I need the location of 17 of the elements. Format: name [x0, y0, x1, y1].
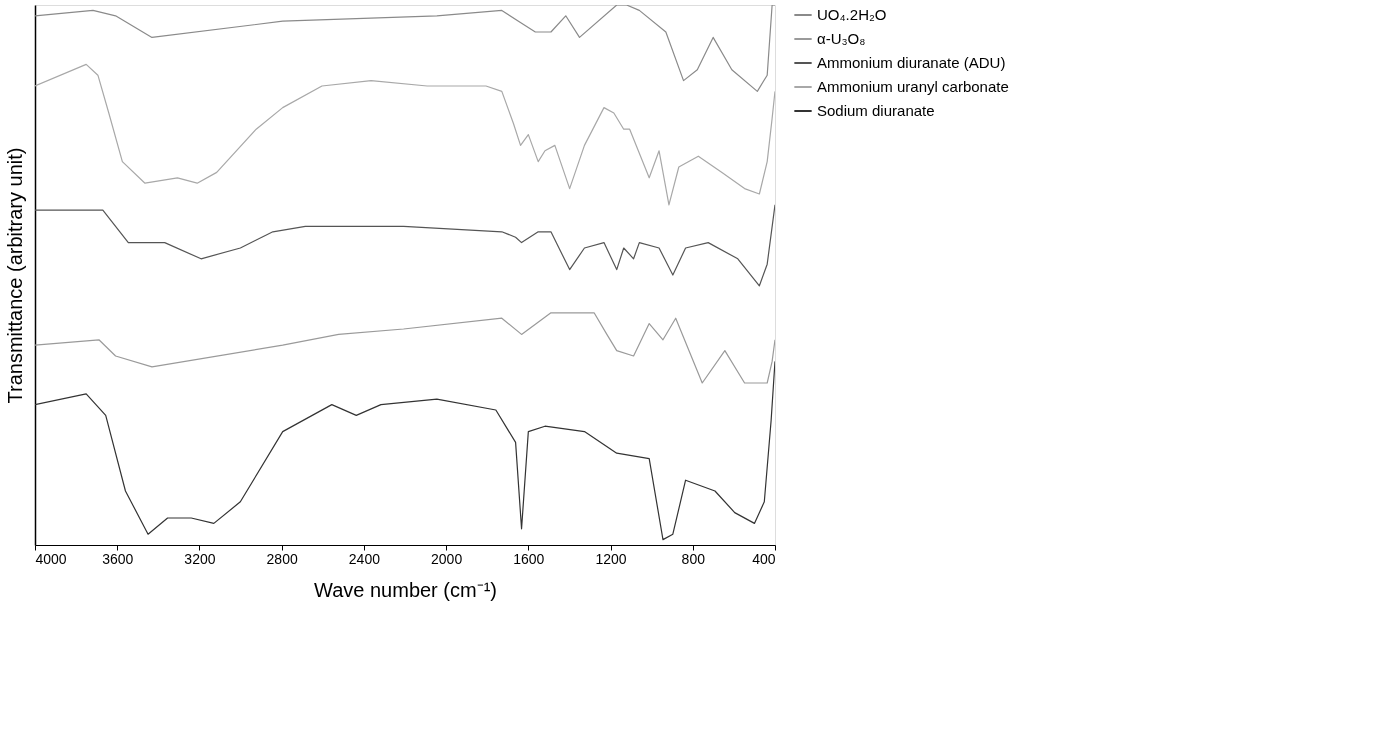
x-tick-label: 1600: [513, 550, 545, 567]
x-tick-label: 3200: [184, 550, 216, 567]
legend-label: Ammonium diuranate (ADU): [817, 54, 1006, 71]
x-tick-label: 4000: [35, 550, 67, 567]
legend-label: UO₄.2H₂O: [817, 6, 887, 23]
x-axis-title: Wave number (cm⁻¹): [314, 578, 497, 601]
legend-label: Sodium diuranate: [817, 102, 935, 119]
legend-label: Ammonium uranyl carbonate: [817, 78, 1009, 95]
x-tick-label: 400: [752, 550, 776, 567]
x-tick-label: 2000: [431, 550, 463, 567]
legend-label: α-U₃O₈: [817, 30, 866, 47]
y-axis-title: Transmittance (arbitrary unit): [3, 147, 26, 404]
x-tick-label: 2400: [348, 550, 381, 567]
x-tick-label: 800: [681, 550, 706, 567]
x-tick-label: 2800: [266, 550, 298, 567]
x-tick-label: 3600: [102, 550, 134, 567]
x-tick-label: 1200: [595, 550, 627, 567]
